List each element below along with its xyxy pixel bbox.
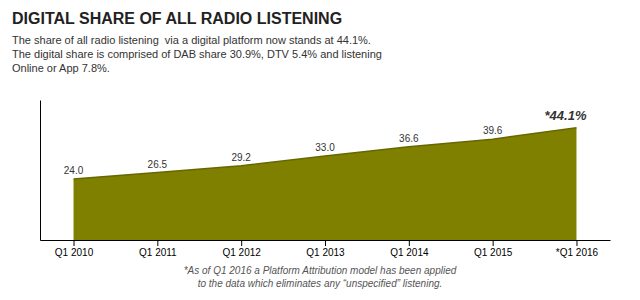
title: DIGITAL SHARE OF ALL RADIO LISTENING <box>12 10 342 27</box>
x-tick-mark <box>241 240 242 246</box>
x-tick-label: *Q1 2016 <box>556 247 599 258</box>
x-tick: Q1 2013 <box>306 240 345 258</box>
data-label: 29.2 <box>231 152 251 163</box>
x-tick: *Q1 2016 <box>556 240 599 258</box>
footnote: to the data which eliminates any “unspec… <box>198 278 443 289</box>
x-tick-label: Q1 2010 <box>55 247 94 258</box>
subtitle-line: The share of all radio listening via a d… <box>12 34 371 46</box>
chart: DIGITAL SHARE OF ALL RADIO LISTENING The … <box>0 0 640 300</box>
y-axis <box>40 101 41 241</box>
line <box>74 128 577 179</box>
data-label: 26.5 <box>148 159 168 170</box>
data-label: 33.0 <box>315 142 335 153</box>
subtitle-line: The digital share is comprised of DAB sh… <box>12 48 382 60</box>
x-tick: Q1 2012 <box>222 240 261 258</box>
x-tick-mark <box>493 240 494 246</box>
x-tick-label: Q1 2012 <box>222 247 261 258</box>
x-tick-mark <box>74 240 75 246</box>
marks-inner <box>74 128 577 240</box>
x-tick-mark <box>576 240 577 246</box>
x-tick: Q1 2015 <box>474 240 513 258</box>
plot: Q1 2010 Q1 2011 Q1 2012 Q1 2013 Q1 2014 Q1 20… <box>41 101 611 259</box>
x-tick-label: Q1 2013 <box>306 247 345 258</box>
y-axis-line <box>40 101 41 241</box>
x-tick-label: Q1 2011 <box>139 247 177 258</box>
footnote: *As of Q1 2016 a Platform Attribution mo… <box>184 265 457 276</box>
area <box>74 128 577 240</box>
marks <box>74 128 577 240</box>
subtitle-line: Online or App 7.8%. <box>12 62 110 74</box>
x-tick-label: Q1 2015 <box>474 247 513 258</box>
subtitle: The share of all radio listening via a d… <box>12 34 382 74</box>
data-label: 36.6 <box>399 133 419 144</box>
x-tick: Q1 2010 <box>55 240 94 258</box>
data-label: *44.1% <box>545 108 587 123</box>
x-tick-mark <box>409 240 410 246</box>
x-tick: Q1 2011 <box>139 240 177 258</box>
footnotes: *As of Q1 2016 a Platform Attribution mo… <box>184 265 457 289</box>
x-tick-label: Q1 2014 <box>390 247 429 258</box>
data-label: 24.0 <box>64 165 84 176</box>
data-label: 39.6 <box>483 125 503 136</box>
x-tick-mark <box>157 240 158 246</box>
x-axis: Q1 2010 Q1 2011 Q1 2012 Q1 2013 Q1 2014 Q1 20… <box>41 240 611 258</box>
x-tick-mark <box>325 240 326 246</box>
x-tick: Q1 2014 <box>390 240 429 258</box>
